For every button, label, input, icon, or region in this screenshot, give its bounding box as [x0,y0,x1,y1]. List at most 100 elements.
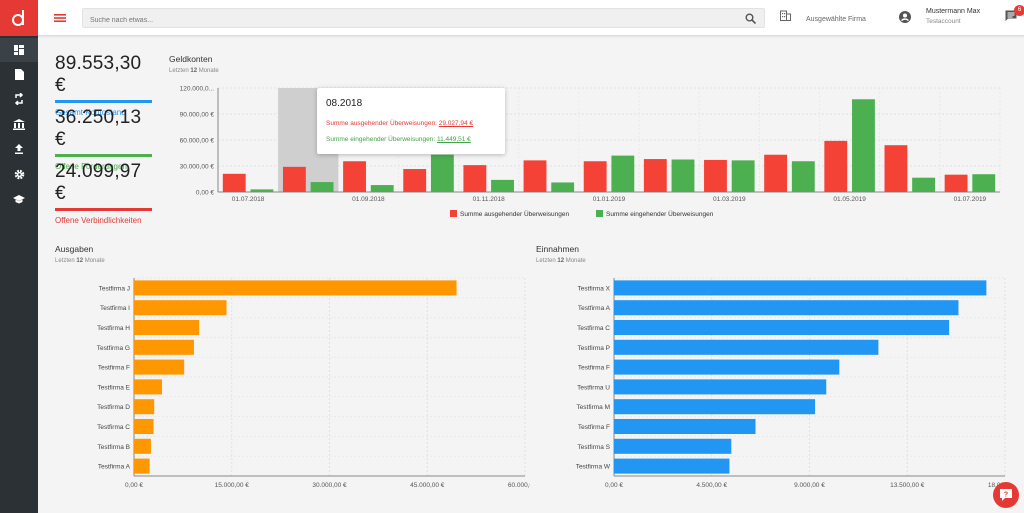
bar [134,438,151,454]
einnahmen-chart: 0,00 €4.500,00 €9.000,00 €13.500,00 €18.… [576,277,1010,489]
nav-bank[interactable] [0,112,38,136]
bar-incoming [852,99,875,192]
user-name[interactable]: Mustermann Max [926,8,981,15]
nav-dashboard[interactable] [0,38,38,62]
geldkonten-subtitle: Letzten 12 Monate [169,68,219,74]
bar-outgoing [704,159,727,192]
nav-settings[interactable] [0,162,38,186]
nav-transfers[interactable] [0,87,38,111]
x-tick-label: 0,00 € [605,482,623,489]
y-tick-label: 30.000,00 € [180,164,215,171]
bar [614,280,987,296]
bar [614,379,827,395]
bar [614,438,732,454]
category-label: Testfirma E [97,384,130,391]
category-label: Testfirma U [577,384,610,391]
bar-outgoing [824,140,848,192]
bar [134,399,155,415]
transfer-icon [14,93,24,105]
notification-badge[interactable]: 6 [1014,5,1024,16]
bar-incoming [611,155,635,192]
selected-firm-label[interactable]: Ausgewählte Firma [806,16,866,23]
bar-outgoing [222,173,246,192]
kpi-value: 36.250,13 € [55,107,142,150]
bar-incoming [791,161,815,192]
search-input[interactable] [83,11,723,30]
geldkonten-title: Geldkonten [169,54,213,64]
category-label: Testfirma H [97,325,130,332]
legend-swatch [450,210,457,217]
x-tick-label: 30.000,00 € [312,482,347,489]
bar [134,359,185,375]
category-label: Testfirma B [97,444,130,451]
kpi-label[interactable]: Gesamt Kontostand [55,108,126,117]
app-logo[interactable] [0,0,38,36]
einnahmen-title: Einnahmen [536,244,580,254]
category-label: Testfirma C [97,424,130,431]
tooltip-title: 08.2018 [326,98,363,109]
bar [134,458,150,474]
bar [134,280,457,296]
nav-documents[interactable] [0,62,38,86]
legend-label: Summe ausgehender Überweisungen [460,210,570,218]
user-avatar-icon[interactable] [899,11,911,23]
bar-incoming [370,185,394,192]
category-label: Testfirma A [98,464,131,471]
bar-incoming [671,159,695,192]
chat-icon[interactable] [1005,10,1017,22]
bar-incoming [250,189,274,192]
kpi-offene-forderungen: 36.250,13 € Offene Forderungen [55,107,152,171]
graduation-cap-icon [13,194,25,203]
legend-label: Summe eingehender Überweisungen [606,210,714,218]
kpi-underline [55,154,152,157]
tooltip-in-line: Summe eingehender Überweisungen: 11.449,… [326,136,471,143]
bar [134,418,154,435]
nav-upload[interactable] [0,137,38,161]
menu-icon[interactable] [54,12,66,24]
bar [614,359,840,375]
kpi-underline [55,208,152,211]
legend-swatch [596,210,603,217]
kpi-label[interactable]: Offene Forderungen [55,162,127,171]
kpi-value: 24.099,97 € [55,161,142,204]
category-label: Testfirma C [577,325,610,332]
help-icon: ? [1000,489,1012,501]
category-label: Testfirma F [98,365,130,372]
kpi-value: 89.553,30 € [55,53,142,96]
bar [614,418,756,435]
category-label: Testfirma S [577,444,610,451]
category-label: Testfirma F [578,424,610,431]
x-tick-label: 0,00 € [125,482,143,489]
chart-tooltip: 08.2018 Summe ausgehender Überweisungen:… [317,88,505,154]
logo-d-icon [12,10,24,26]
bar [134,300,227,316]
bar-outgoing [884,145,908,192]
bar-incoming [551,182,575,192]
ausgaben-chart: 0,00 € 15.000,00 € 30.000,00 € 45.000,00 € 6… [97,277,530,489]
tooltip-out-line: Summe ausgehender Überweisungen: 29.027,… [326,120,474,127]
category-label: Testfirma X [577,285,610,292]
x-tick-label: 9.000,00 € [794,482,825,489]
bar-outgoing [583,161,607,192]
y-tick-label: 60.000,00 € [180,138,215,145]
category-label: Testfirma G [97,345,130,352]
x-tick-label: 4.500,00 € [696,482,727,489]
ausgaben-subtitle: Letzten 12 Monate [55,258,105,264]
search-icon[interactable] [745,13,756,24]
kpi-underline [55,100,152,103]
kpi-label[interactable]: Offene Verbindlichkeiten [55,216,142,225]
bar-outgoing [944,174,968,192]
category-label: Testfirma A [578,305,611,312]
top-bar: Ausgewählte Firma Mustermann Max Testacc… [38,0,1024,36]
nav-academy[interactable] [0,187,38,211]
company-icon[interactable] [780,10,791,21]
bar-outgoing [764,154,788,192]
bar-outgoing [343,161,366,192]
bar [614,458,730,474]
y-tick-label: 90.000,00 € [180,112,215,119]
help-button[interactable]: ? [993,482,1019,508]
bar [614,339,879,355]
dashboard-icon [14,45,24,55]
bar-incoming [491,179,514,192]
x-tick-label: 01.11.2018 [473,196,505,203]
